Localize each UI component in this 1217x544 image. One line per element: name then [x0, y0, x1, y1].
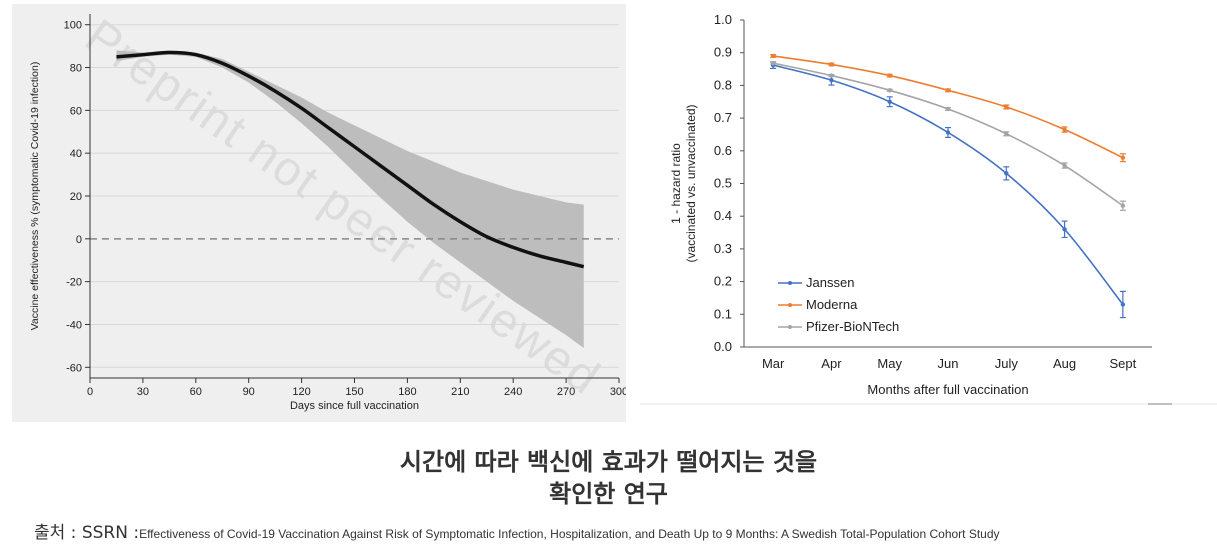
y-tick-label: 80 [70, 63, 82, 75]
y-tick-label: 0.7 [714, 110, 732, 125]
moderna-point [1062, 127, 1067, 132]
y-tick-label: 0.0 [714, 339, 732, 354]
x-tick-label: July [995, 356, 1019, 371]
y-tick-label: 0.9 [714, 45, 732, 60]
janssen-line [772, 64, 1124, 305]
pfizer-biontech-point [945, 106, 951, 112]
y-axis-label: Vaccine effectiveness % (symptomatic Cov… [29, 62, 41, 331]
y-tick-label: 40 [70, 148, 82, 160]
pfizer-biontech-point [829, 73, 834, 78]
legend-label-moderna: Moderna [806, 297, 858, 312]
pfizer-biontech-point [1062, 163, 1067, 168]
source-citation: 출처 : SSRN :Effectiveness of Covid-19 Vac… [34, 518, 1000, 543]
y-axis-label-line-2: (vaccinated vs. unvaccinated) [684, 104, 698, 262]
janssen-point [1004, 171, 1009, 176]
source-title: Effectiveness of Covid-19 Vaccination Ag… [139, 527, 1000, 541]
pfizer-biontech-point [1004, 131, 1009, 136]
janssen-point [1120, 302, 1126, 307]
x-tick-label: 30 [137, 386, 149, 398]
x-tick-label: 300 [610, 386, 626, 398]
x-tick-label: Apr [821, 356, 842, 371]
x-tick-label: 150 [345, 386, 363, 398]
y-tick-label: 1.0 [714, 12, 732, 27]
x-tick-label: 180 [398, 386, 416, 398]
x-tick-label: 270 [557, 386, 575, 398]
legend-marker-janssen [788, 281, 792, 285]
janssen-point [1062, 227, 1067, 232]
legend-label-pfizer-biontech: Pfizer-BioNTech [806, 319, 899, 334]
y-tick-label: 20 [70, 191, 82, 203]
janssen-point [887, 99, 892, 104]
vaccine-effectiveness-chart: Preprint not peer reviewed -60 -40 -20 0 20 40… [12, 4, 628, 422]
janssen-point [829, 77, 834, 83]
y-tick-label: 0.8 [714, 77, 732, 92]
y-tick-label: -60 [66, 362, 82, 374]
x-tick-label: May [877, 356, 902, 371]
moderna-point [829, 62, 834, 67]
y-tick-label: 100 [64, 20, 82, 32]
source-label: 출처 : SSRN : [34, 523, 140, 543]
y-tick-label: -40 [66, 319, 82, 331]
legend-marker-moderna [788, 303, 792, 307]
x-tick-label: Sept [1109, 356, 1136, 371]
x-tick-label: Mar [762, 356, 785, 371]
caption-line-1: 시간에 따라 백신에 효과가 떨어지는 것을 [399, 448, 818, 476]
x-tick-label: 60 [190, 386, 202, 398]
x-tick-label: 120 [292, 386, 310, 398]
x-axis-label: Months after full vaccination [867, 382, 1028, 397]
caption-line-2: 확인한 연구 [549, 480, 668, 508]
x-axis-label: Days since full vaccination [290, 400, 419, 412]
y-tick-label: -20 [66, 277, 82, 289]
confidence-band [116, 50, 584, 349]
effectiveness-line [116, 50, 585, 269]
moderna-point [1004, 104, 1009, 110]
moderna-point [887, 73, 892, 78]
y-tick-label: 0.6 [714, 143, 732, 158]
y-tick-label: 0 [76, 234, 82, 246]
moderna-point [1120, 155, 1126, 160]
y-tick-label: 0.3 [714, 241, 732, 256]
legend-label-janssen: Janssen [806, 275, 854, 290]
x-tick-label: 0 [87, 386, 93, 398]
y-tick-label: 0.2 [714, 274, 732, 289]
x-tick-label: 240 [504, 386, 522, 398]
moderna-point [770, 53, 776, 59]
y-axis-label-line-1: 1 - hazard ratio [669, 143, 683, 224]
pfizer-biontech-point [770, 60, 776, 66]
moderna-point [945, 88, 951, 93]
janssen-point [945, 130, 951, 135]
x-tick-label: Jun [938, 356, 959, 371]
left-chart-svg: Preprint not peer reviewed-60-40-2002040… [29, 10, 628, 412]
pfizer-biontech-point [1120, 203, 1126, 208]
hazard-ratio-chart: 0.0 0.1 0.2 0.3 0.4 0.5 0.6 0.7 0.8 0.9 1.0 Mar Apr M… [640, 4, 1217, 409]
right-chart-svg: 0.0 0.1 0.2 0.3 0.4 0.5 0.6 0.7 0.8 0.9 1.0 Mar Apr M… [640, 12, 1217, 405]
legend-marker-pfizer-biontech [788, 325, 792, 329]
y-tick-label: 0.5 [714, 176, 732, 191]
y-tick-label: 0.4 [714, 208, 732, 223]
x-tick-label: 210 [451, 386, 469, 398]
pfizer-biontech-point [887, 88, 892, 93]
y-tick-label: 60 [70, 105, 82, 117]
y-tick-label: 0.1 [714, 306, 732, 321]
x-tick-label: 90 [243, 386, 255, 398]
x-tick-label: Aug [1053, 356, 1076, 371]
